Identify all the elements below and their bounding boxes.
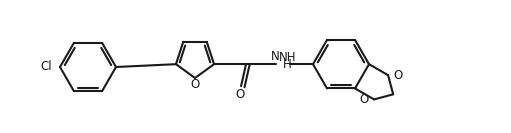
- Text: Cl: Cl: [40, 61, 52, 74]
- Text: H: H: [283, 58, 292, 71]
- Text: O: O: [393, 69, 402, 82]
- Text: O: O: [236, 88, 245, 101]
- Text: NH: NH: [279, 51, 296, 64]
- Text: N: N: [271, 50, 280, 63]
- Text: O: O: [360, 93, 369, 106]
- Text: O: O: [191, 78, 200, 92]
